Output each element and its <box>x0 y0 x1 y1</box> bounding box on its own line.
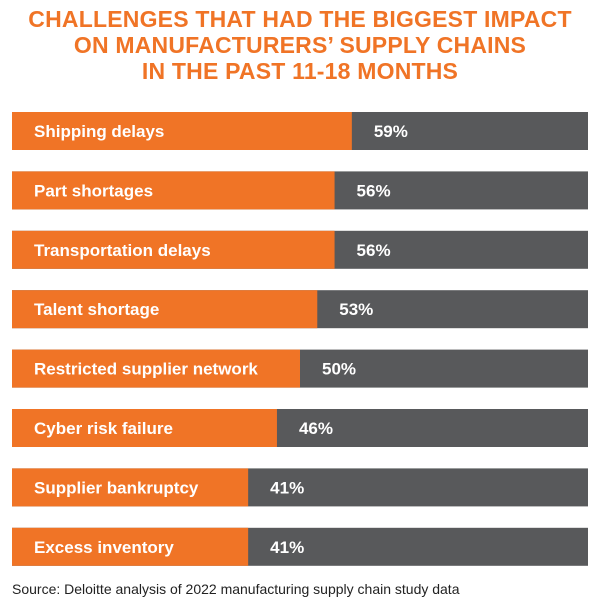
value-label: 59% <box>374 122 408 141</box>
category-label: Talent shortage <box>34 300 159 319</box>
bar <box>12 468 249 507</box>
category-label: Shipping delays <box>34 122 164 141</box>
value-label: 56% <box>357 241 391 260</box>
value-label: 50% <box>322 360 356 379</box>
bar-row: Transportation delays 56% <box>12 230 588 269</box>
category-label: Restricted supplier network <box>34 360 258 379</box>
value-label: 56% <box>357 181 391 200</box>
bar-row: Restricted supplier network 50% <box>12 349 588 388</box>
title-line-3: IN THE PAST 11-18 MONTHS <box>141 58 459 84</box>
bar <box>12 230 335 269</box>
bar-row: Excess inventory 41% <box>12 527 588 566</box>
category-label: Cyber risk failure <box>34 419 173 438</box>
bar <box>12 527 249 566</box>
bar <box>12 171 335 210</box>
value-label: 41% <box>270 478 304 497</box>
source-note: Source: Deloitte analysis of 2022 manufa… <box>12 581 460 597</box>
bar-row: Part shortages 56% <box>12 171 588 210</box>
title-line-1: CHALLENGES THAT HAD THE BIGGEST IMPACT <box>28 6 572 32</box>
bar <box>12 349 300 388</box>
bar-row: Shipping delays 59% <box>12 112 588 150</box>
category-label: Transportation delays <box>34 241 211 260</box>
bar <box>12 112 352 150</box>
bar <box>12 409 277 447</box>
value-label: 41% <box>270 538 304 557</box>
category-label: Excess inventory <box>34 538 174 557</box>
category-label: Supplier bankruptcy <box>34 478 199 497</box>
category-label: Part shortages <box>34 181 153 200</box>
chart-title: CHALLENGES THAT HAD THE BIGGEST IMPACT O… <box>0 6 600 84</box>
bar <box>12 290 318 329</box>
bar-row: Supplier bankruptcy 41% <box>12 468 588 507</box>
value-label: 46% <box>299 419 333 438</box>
bar-row: Talent shortage 53% <box>12 290 588 329</box>
value-label: 53% <box>339 300 373 319</box>
bar-row: Cyber risk failure 46% <box>12 409 588 447</box>
title-line-2: ON MANUFACTURERS’ SUPPLY CHAINS <box>73 32 527 58</box>
